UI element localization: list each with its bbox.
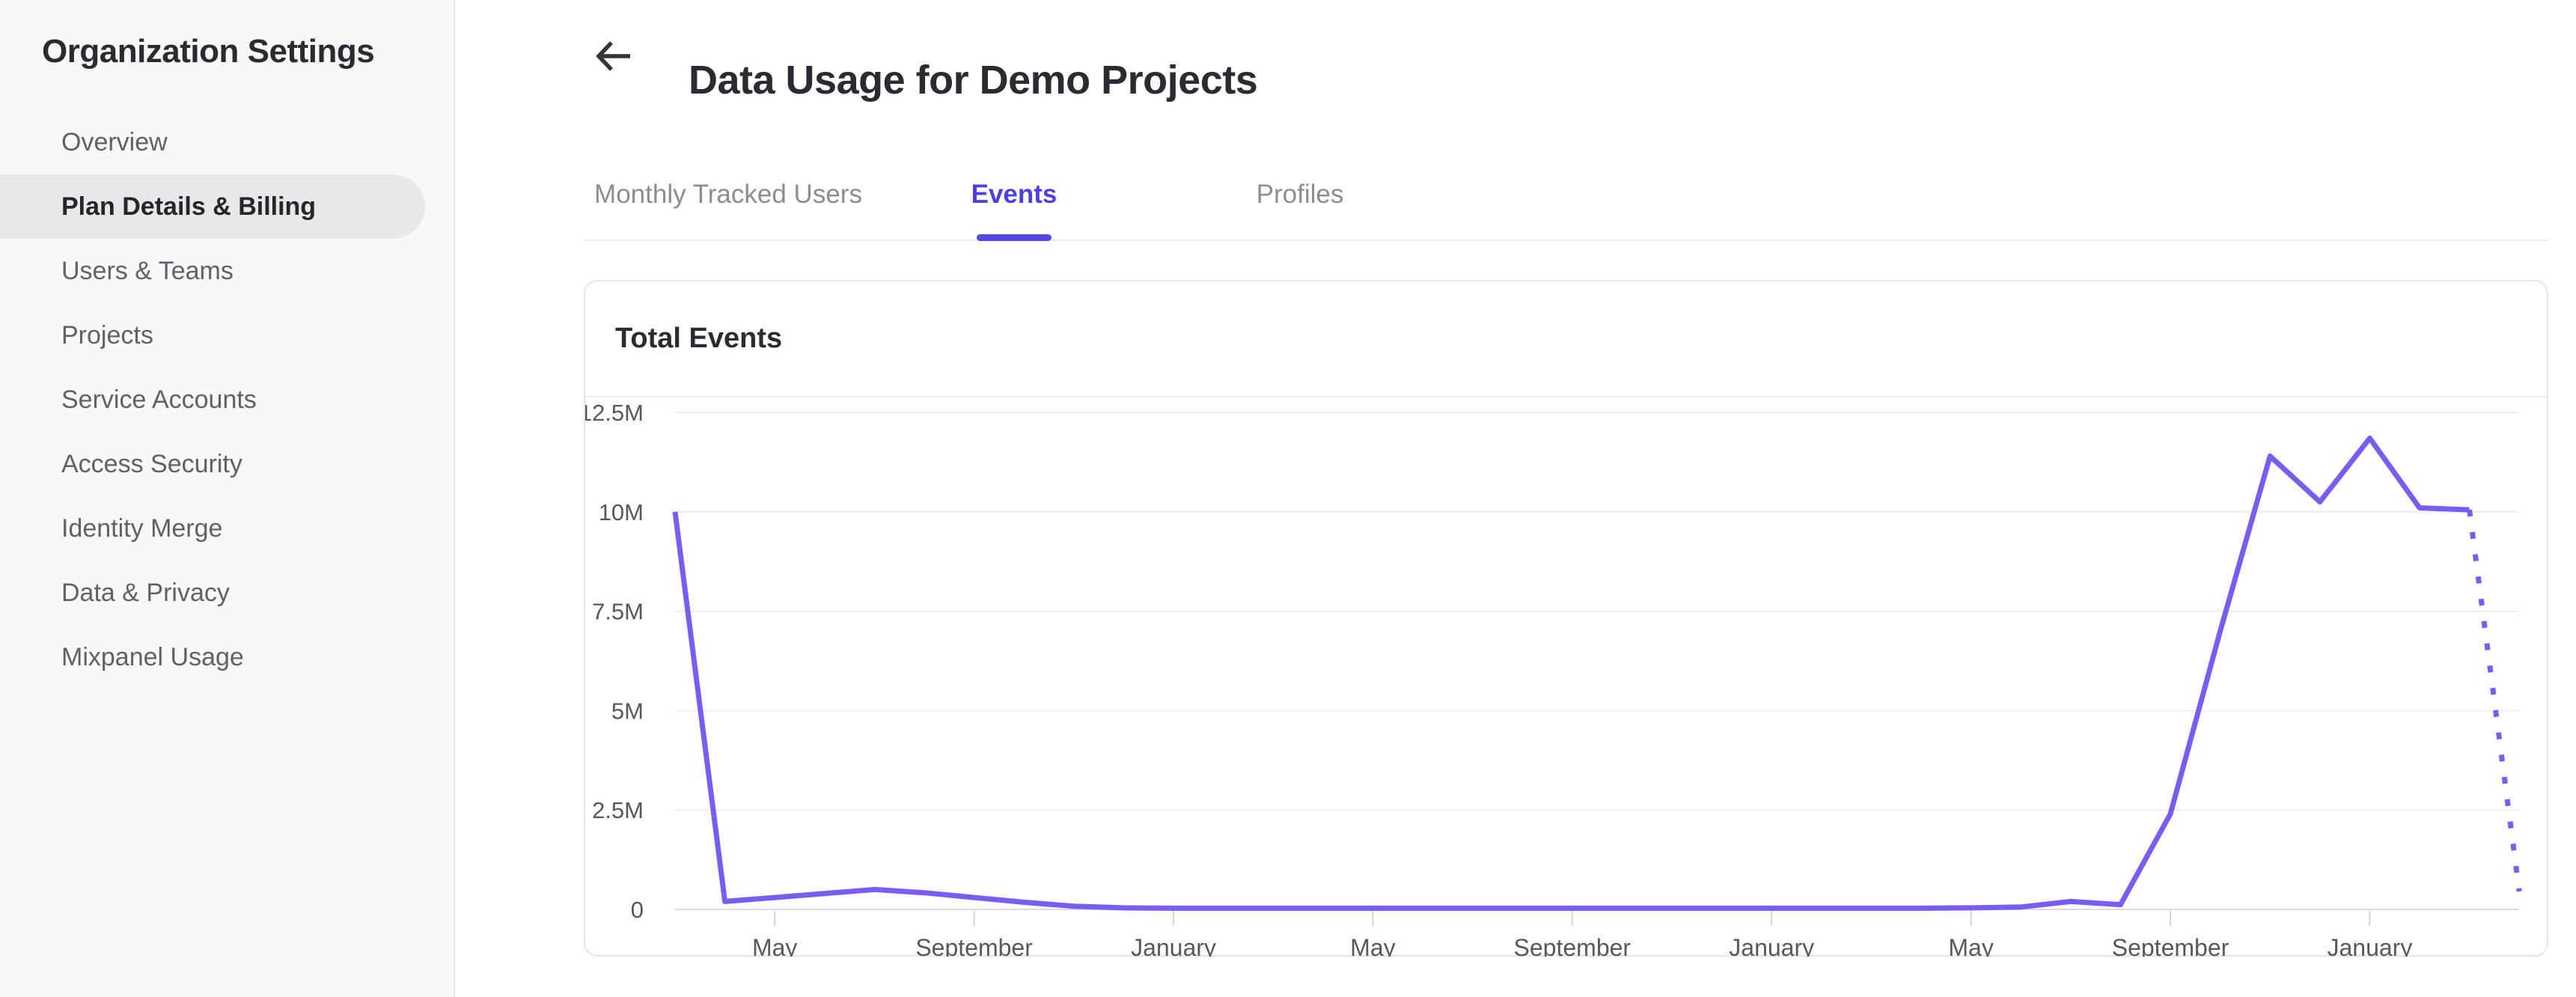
sidebar-item-label: Users & Teams [61,256,234,285]
x-axis-label: May [1948,934,1993,957]
sidebar-item-plan-details-billing[interactable]: Plan Details & Billing [0,174,425,239]
y-axis-label: 0 [631,897,644,923]
x-axis-label: May [752,934,797,957]
card-header: Total Events [585,281,2547,397]
x-axis-label: January [1131,934,1216,957]
sidebar-title: Organization Settings [42,33,375,70]
sidebar-item-overview[interactable]: Overview [0,110,425,174]
tab-label: Events [971,180,1057,209]
active-tab-underline [977,234,1052,241]
sidebar-nav: Overview Plan Details & Billing Users & Te… [0,110,455,689]
sidebar-item-label: Access Security [61,449,242,478]
sidebar-item-service-accounts[interactable]: Service Accounts [0,368,425,432]
x-axis-label: September [2112,934,2229,957]
card-title: Total Events [615,323,783,354]
sidebar-item-mixpanel-usage[interactable]: Mixpanel Usage [0,625,425,689]
sidebar-item-label: Projects [61,320,153,350]
chart-canvas: 12.5M 10M 7.5M 5M 2.5M 0 May September January Ma… [579,400,2522,961]
y-axis-label: 2.5M [592,797,644,823]
y-axis-label: 7.5M [592,599,644,625]
sidebar-item-access-security[interactable]: Access Security [0,432,425,496]
tab-events[interactable]: Events [871,150,1157,241]
x-axis-label: January [1729,934,1814,957]
tab-profiles[interactable]: Profiles [1157,150,1443,240]
sidebar-item-label: Overview [61,127,168,156]
sidebar-item-label: Mixpanel Usage [61,642,244,671]
sidebar-item-label: Service Accounts [61,385,257,414]
page-title: Data Usage for Demo Projects [689,58,1258,103]
sidebar-item-label: Data & Privacy [61,578,230,607]
back-button[interactable] [591,34,636,79]
y-axis-label: 5M [611,698,644,724]
x-axis-label: January [2327,934,2412,957]
total-events-card: Total Events 12.5M 10M 7.5M 5M 2.5M 0 May Septe… [579,280,2548,961]
sidebar-item-projects[interactable]: Projects [0,303,425,368]
tab-label: Profiles [1256,180,1344,209]
total-events-line-projection-dotted [2467,509,2522,892]
sidebar-item-users-teams[interactable]: Users & Teams [0,239,425,303]
sidebar-item-identity-merge[interactable]: Identity Merge [0,496,425,561]
x-axis-label: September [1514,934,1632,957]
total-events-line [672,436,2470,911]
sidebar-item-label: Identity Merge [61,513,223,543]
sidebar: Organization Settings Overview Plan Detai… [0,0,455,997]
x-axis-label: September [915,934,1033,957]
tabs-row: Monthly Tracked Users Events Profiles [585,150,2548,241]
tab-monthly-tracked-users[interactable]: Monthly Tracked Users [585,150,871,240]
y-axis-label: 10M [599,499,644,525]
tab-label: Monthly Tracked Users [594,180,862,209]
y-axis-label: 12.5M [585,400,644,426]
sidebar-item-label: Plan Details & Billing [61,192,317,221]
x-axis-label: May [1350,934,1395,957]
arrow-left-icon [593,40,635,79]
events-line-chart: 12.5M 10M 7.5M 5M 2.5M 0 May September January Ma… [579,399,2547,961]
sidebar-item-data-privacy[interactable]: Data & Privacy [0,561,425,625]
